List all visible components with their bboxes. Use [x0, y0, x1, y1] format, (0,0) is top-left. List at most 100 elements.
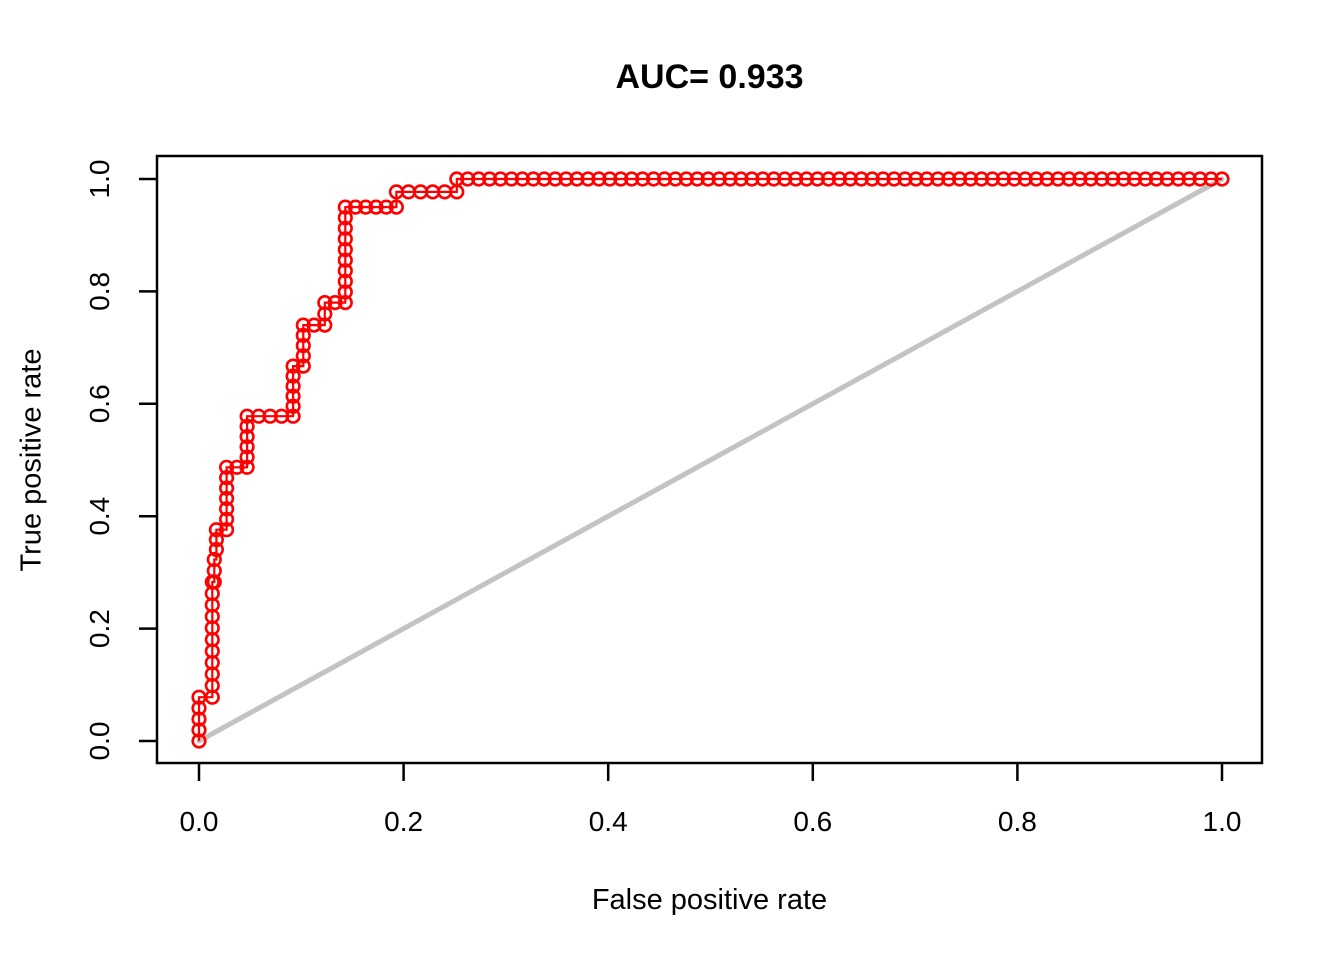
roc-point-marker: [700, 171, 716, 187]
roc-point-marker: [1181, 171, 1197, 187]
chart-title: AUC= 0.933: [615, 58, 804, 96]
roc-point-marker: [191, 711, 207, 727]
roc-point-marker: [1006, 171, 1022, 187]
roc-point-marker: [525, 171, 541, 187]
roc-point-marker: [536, 171, 552, 187]
roc-point-marker: [285, 398, 301, 414]
roc-point-marker: [337, 242, 353, 258]
roc-point-marker: [219, 501, 235, 517]
roc-point-marker: [1061, 171, 1077, 187]
y-axis-title: True positive rate: [15, 348, 48, 572]
roc-point-marker: [864, 171, 880, 187]
roc-point-marker: [755, 171, 771, 187]
roc-point-marker: [656, 171, 673, 187]
roc-point-marker: [973, 171, 990, 187]
roc-point-marker: [337, 295, 353, 311]
roc-point-marker: [206, 563, 222, 579]
roc-point-marker: [285, 358, 301, 374]
roc-point-marker: [388, 199, 405, 215]
x-axis-title: False positive rate: [591, 884, 828, 916]
roc-point-marker: [1203, 171, 1219, 187]
roc-point-marker: [358, 199, 374, 215]
roc-point-marker: [951, 171, 968, 187]
roc-point-marker: [547, 171, 563, 187]
roc-point-marker: [285, 378, 301, 394]
roc-point-marker: [634, 171, 651, 187]
roc-point-marker: [766, 171, 782, 187]
y-tick-label: 0.8: [84, 272, 115, 311]
roc-point-marker: [1170, 171, 1186, 187]
roc-point-marker: [337, 284, 353, 300]
diagonal-reference-line: [196, 176, 1225, 744]
x-tick-label: 0.6: [793, 806, 832, 837]
roc-point-marker: [1094, 171, 1110, 187]
roc-point-marker: [853, 171, 869, 187]
roc-point-marker: [208, 541, 224, 558]
roc-point-marker: [1105, 171, 1121, 187]
roc-point-marker: [285, 408, 301, 424]
roc-point-marker: [337, 252, 353, 268]
roc-point-marker: [337, 210, 353, 226]
roc-point-marker: [820, 171, 837, 187]
roc-point-marker: [219, 511, 235, 527]
roc-point-marker: [191, 722, 207, 738]
roc-point-marker: [645, 171, 662, 187]
roc-point-marker: [1017, 171, 1033, 187]
roc-point-marker: [239, 449, 255, 465]
roc-point-marker: [514, 171, 531, 187]
roc-point-marker: [897, 171, 913, 187]
roc-point-marker: [798, 171, 815, 187]
roc-point-marker: [219, 480, 235, 496]
roc-point-marker: [191, 700, 207, 716]
roc-point-marker: [809, 171, 826, 187]
roc-point-marker: [602, 171, 618, 187]
roc-point-marker: [239, 429, 255, 445]
roc-point-marker: [788, 171, 804, 187]
roc-point-marker: [229, 459, 245, 475]
roc-point-marker: [219, 522, 235, 538]
roc-point-marker: [295, 348, 311, 364]
roc-point-marker: [492, 171, 509, 187]
roc-point-marker: [191, 733, 207, 749]
roc-point-marker: [711, 171, 727, 187]
roc-point-marker: [206, 551, 222, 568]
roc-point-marker: [317, 317, 333, 333]
roc-point-marker: [337, 263, 353, 279]
roc-point-marker: [219, 470, 235, 486]
roc-point-marker: [337, 220, 353, 236]
roc-point-marker: [624, 171, 640, 187]
roc-point-marker: [744, 171, 760, 187]
roc-point-marker: [558, 171, 574, 187]
y-tick-label: 0.0: [84, 722, 115, 761]
roc-curve-line: [197, 177, 1222, 741]
roc-point-marker: [285, 388, 301, 404]
roc-point-marker: [689, 171, 705, 187]
roc-point-marker: [1214, 171, 1230, 187]
roc-point-marker: [503, 171, 520, 187]
roc-point-marker: [995, 171, 1012, 187]
roc-point-marker: [886, 171, 902, 187]
roc-point-marker: [1072, 171, 1088, 187]
roc-point-marker: [1083, 171, 1099, 187]
roc-point-marker: [449, 171, 465, 187]
y-tick-label: 0.4: [84, 497, 115, 536]
roc-point-marker: [777, 171, 793, 187]
roc-point-marker: [842, 171, 858, 187]
roc-point-marker: [919, 171, 935, 187]
roc-point-marker: [337, 199, 353, 215]
roc-point-marker: [206, 574, 222, 590]
roc-point-marker: [908, 171, 924, 187]
roc-point-marker: [317, 306, 333, 322]
roc-point-marker: [471, 171, 487, 187]
roc-point-marker: [1159, 171, 1175, 187]
y-tick-label: 0.2: [84, 609, 115, 648]
roc-point-marker: [930, 171, 946, 187]
roc-point-marker: [831, 171, 848, 187]
roc-point-marker: [239, 439, 255, 455]
roc-point-marker: [613, 171, 629, 187]
x-tick-label: 1.0: [1203, 806, 1242, 837]
roc-point-marker: [460, 171, 476, 187]
roc-point-marker: [368, 199, 384, 215]
